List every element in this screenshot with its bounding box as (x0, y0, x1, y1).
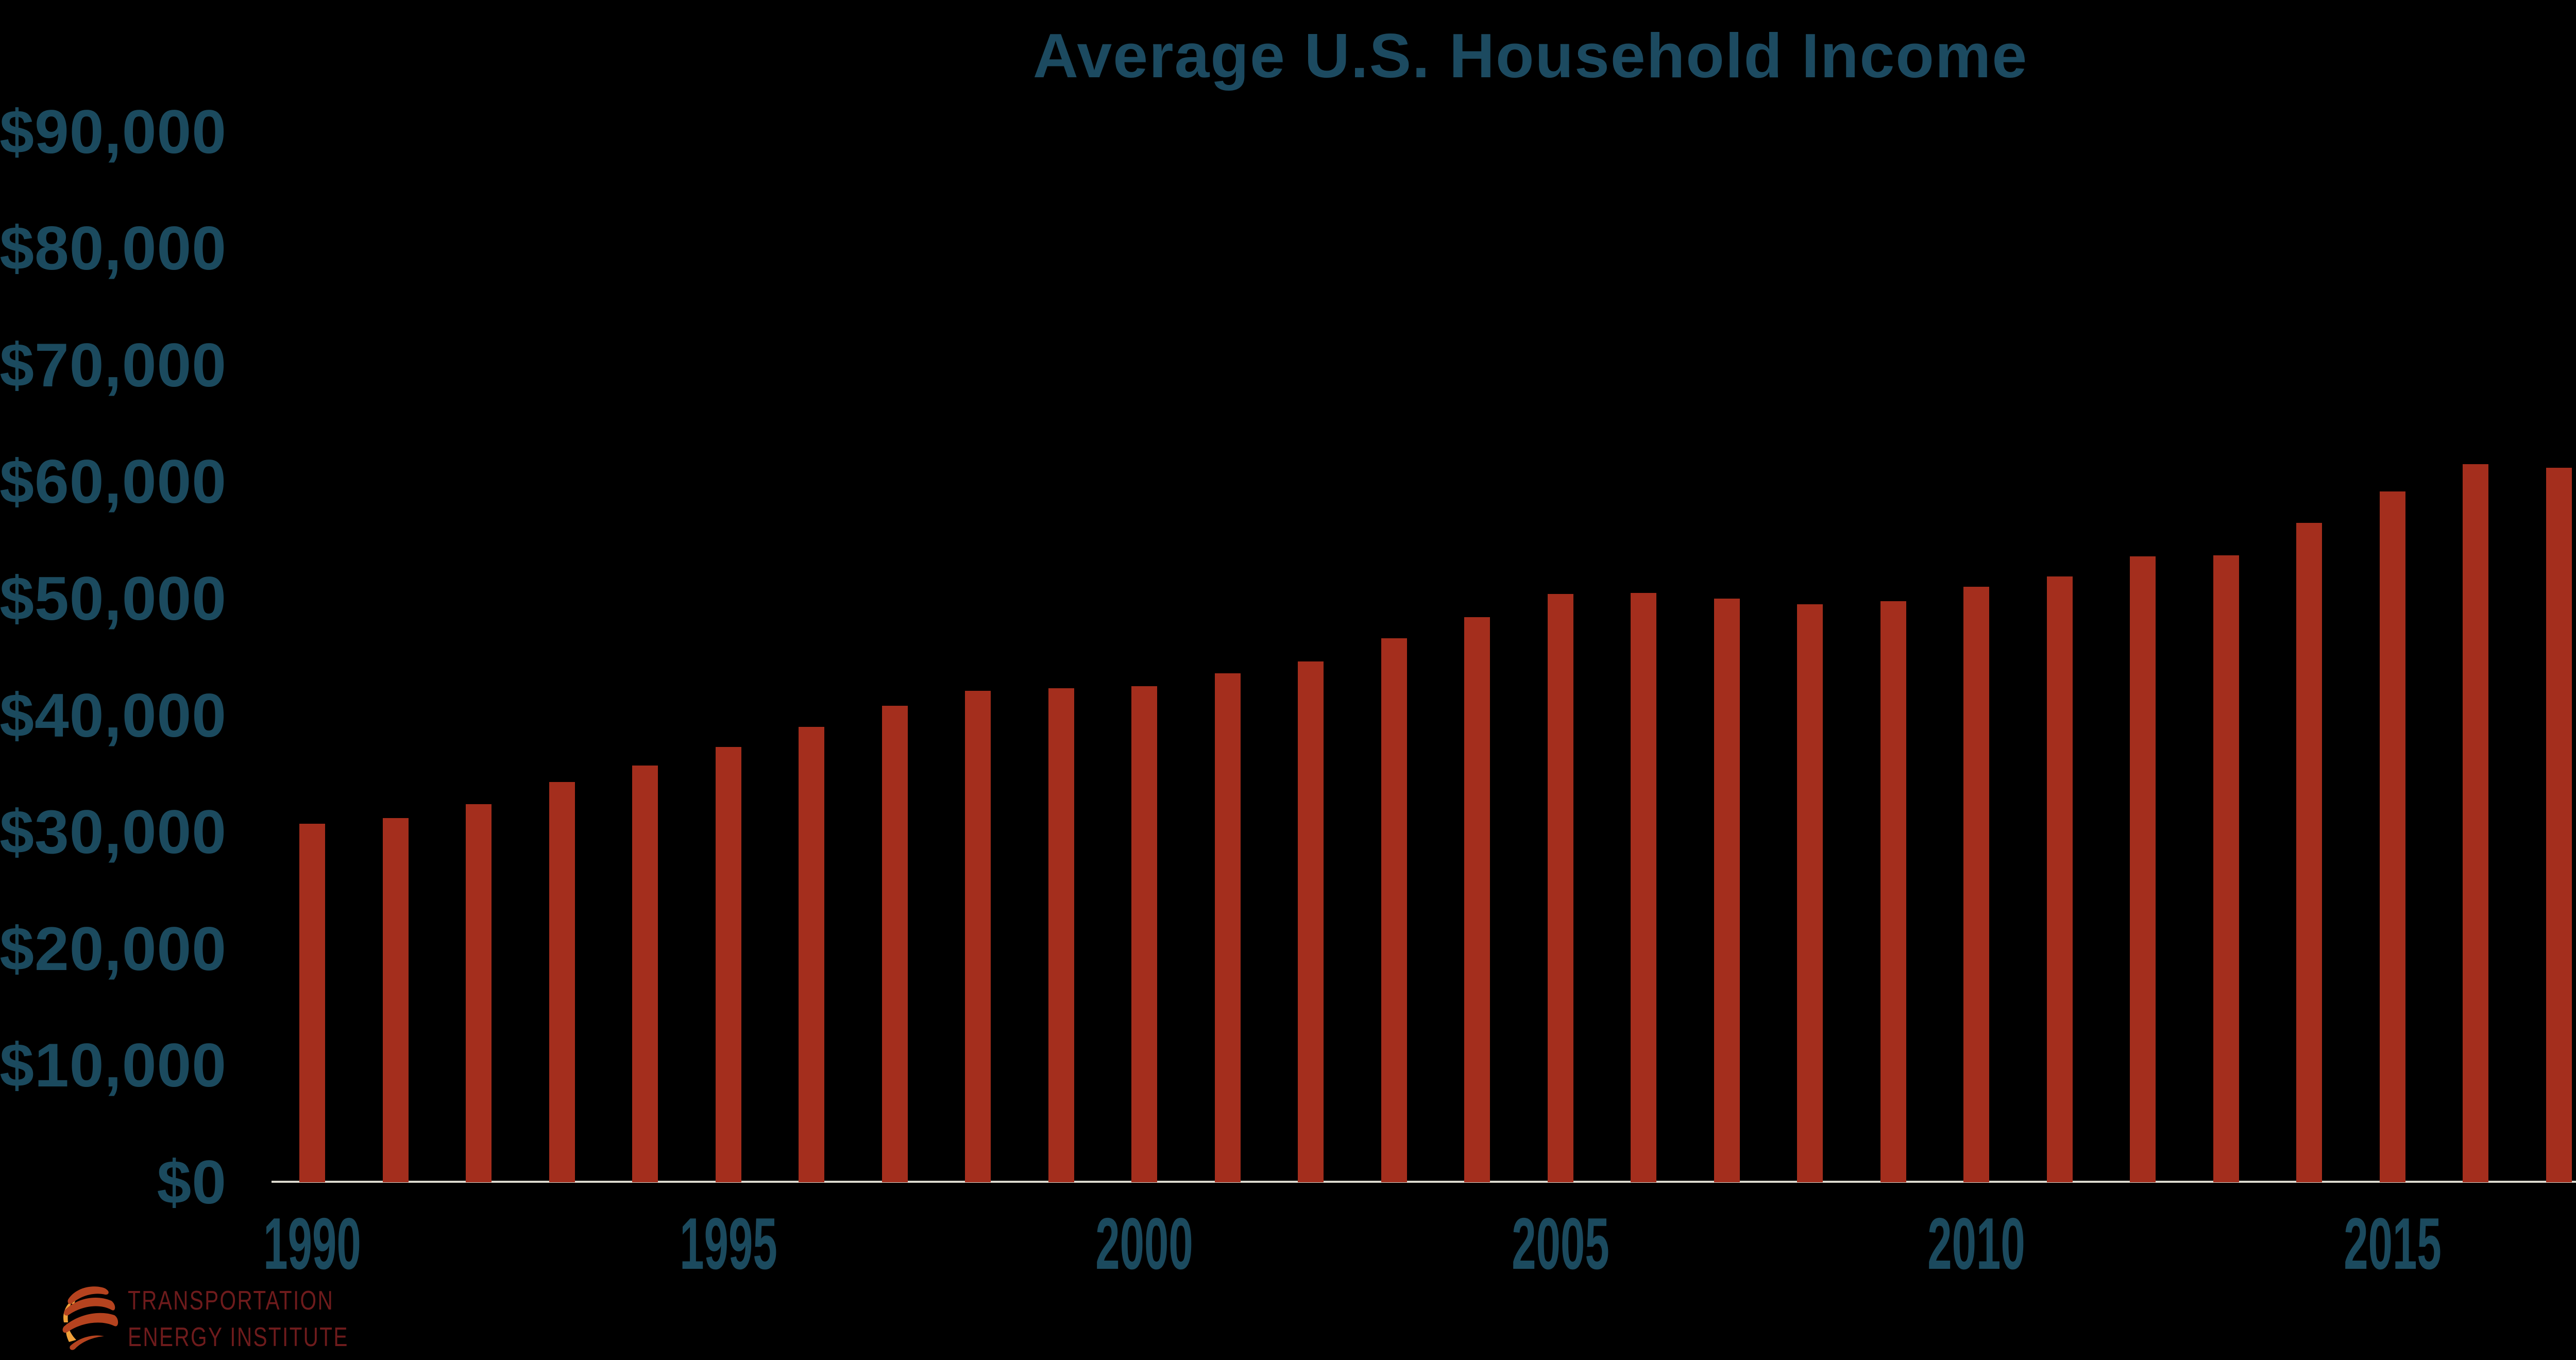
bar-2014 (2296, 523, 2322, 1182)
bar-1997 (882, 706, 908, 1182)
swirl-globe-icon (62, 1286, 118, 1350)
bar-2013 (2213, 555, 2239, 1182)
x-tick-label-1990: 1990 (263, 1203, 361, 1285)
logo-line2: ENERGY INSTITUTE (128, 1322, 349, 1352)
y-tick-label-10000: $10,000 (0, 1031, 227, 1100)
bar-2001 (1214, 673, 1241, 1182)
bar-2016 (2463, 464, 2488, 1182)
bar-1990 (299, 824, 325, 1182)
bar-2015 (2379, 491, 2405, 1182)
y-tick-label-0: $0 (157, 1148, 227, 1217)
bar-1998 (965, 691, 991, 1182)
bar-2010 (1963, 587, 1989, 1182)
logo-text: TRANSPORTATION ENERGY INSTITUTE (128, 1283, 349, 1356)
x-axis-line (272, 1181, 2576, 1183)
y-tick-label-30000: $30,000 (0, 797, 227, 867)
bar-2003 (1381, 638, 1407, 1182)
bar-2011 (2046, 576, 2073, 1182)
y-tick-label-20000: $20,000 (0, 914, 227, 983)
y-tick-label-90000: $90,000 (0, 97, 227, 166)
y-axis: $0 $10,000 $20,000 $30,000 $40,000 $50,000 $60… (0, 0, 227, 1360)
bar-2004 (1464, 617, 1490, 1182)
x-tick-label-2010: 2010 (1927, 1203, 2025, 1285)
bar-1996 (799, 727, 824, 1182)
bar-2007 (1714, 599, 1740, 1182)
y-tick-label-60000: $60,000 (0, 447, 227, 517)
y-tick-label-40000: $40,000 (0, 681, 227, 750)
bar-2008 (1797, 604, 1823, 1182)
bar-1994 (632, 766, 658, 1182)
bar-2012 (2130, 556, 2156, 1182)
bar-1999 (1048, 688, 1074, 1182)
bar-2017 (2546, 468, 2572, 1182)
x-tick-label-2015: 2015 (2343, 1203, 2442, 1285)
y-tick-label-50000: $50,000 (0, 564, 227, 633)
bar-2009 (1880, 601, 1906, 1182)
y-tick-label-80000: $80,000 (0, 214, 227, 283)
bar-2005 (1547, 594, 1573, 1182)
x-tick-label-2000: 2000 (1095, 1203, 1193, 1285)
logo-line1: TRANSPORTATION (128, 1286, 334, 1316)
bar-2000 (1131, 686, 1157, 1182)
bar-1992 (466, 804, 492, 1182)
bar-1991 (382, 818, 409, 1182)
bar-2002 (1298, 661, 1324, 1182)
bar-1993 (549, 782, 575, 1182)
bar-2006 (1631, 593, 1656, 1182)
chart-title: Average U.S. Household Income (1032, 21, 2028, 91)
x-tick-label-1995: 1995 (679, 1203, 777, 1285)
transportation-energy-institute-logo: TRANSPORTATION ENERGY INSTITUTE (0, 1267, 515, 1360)
y-tick-label-70000: $70,000 (0, 330, 227, 400)
x-tick-label-2005: 2005 (1511, 1203, 1609, 1285)
bar-1995 (715, 747, 741, 1182)
